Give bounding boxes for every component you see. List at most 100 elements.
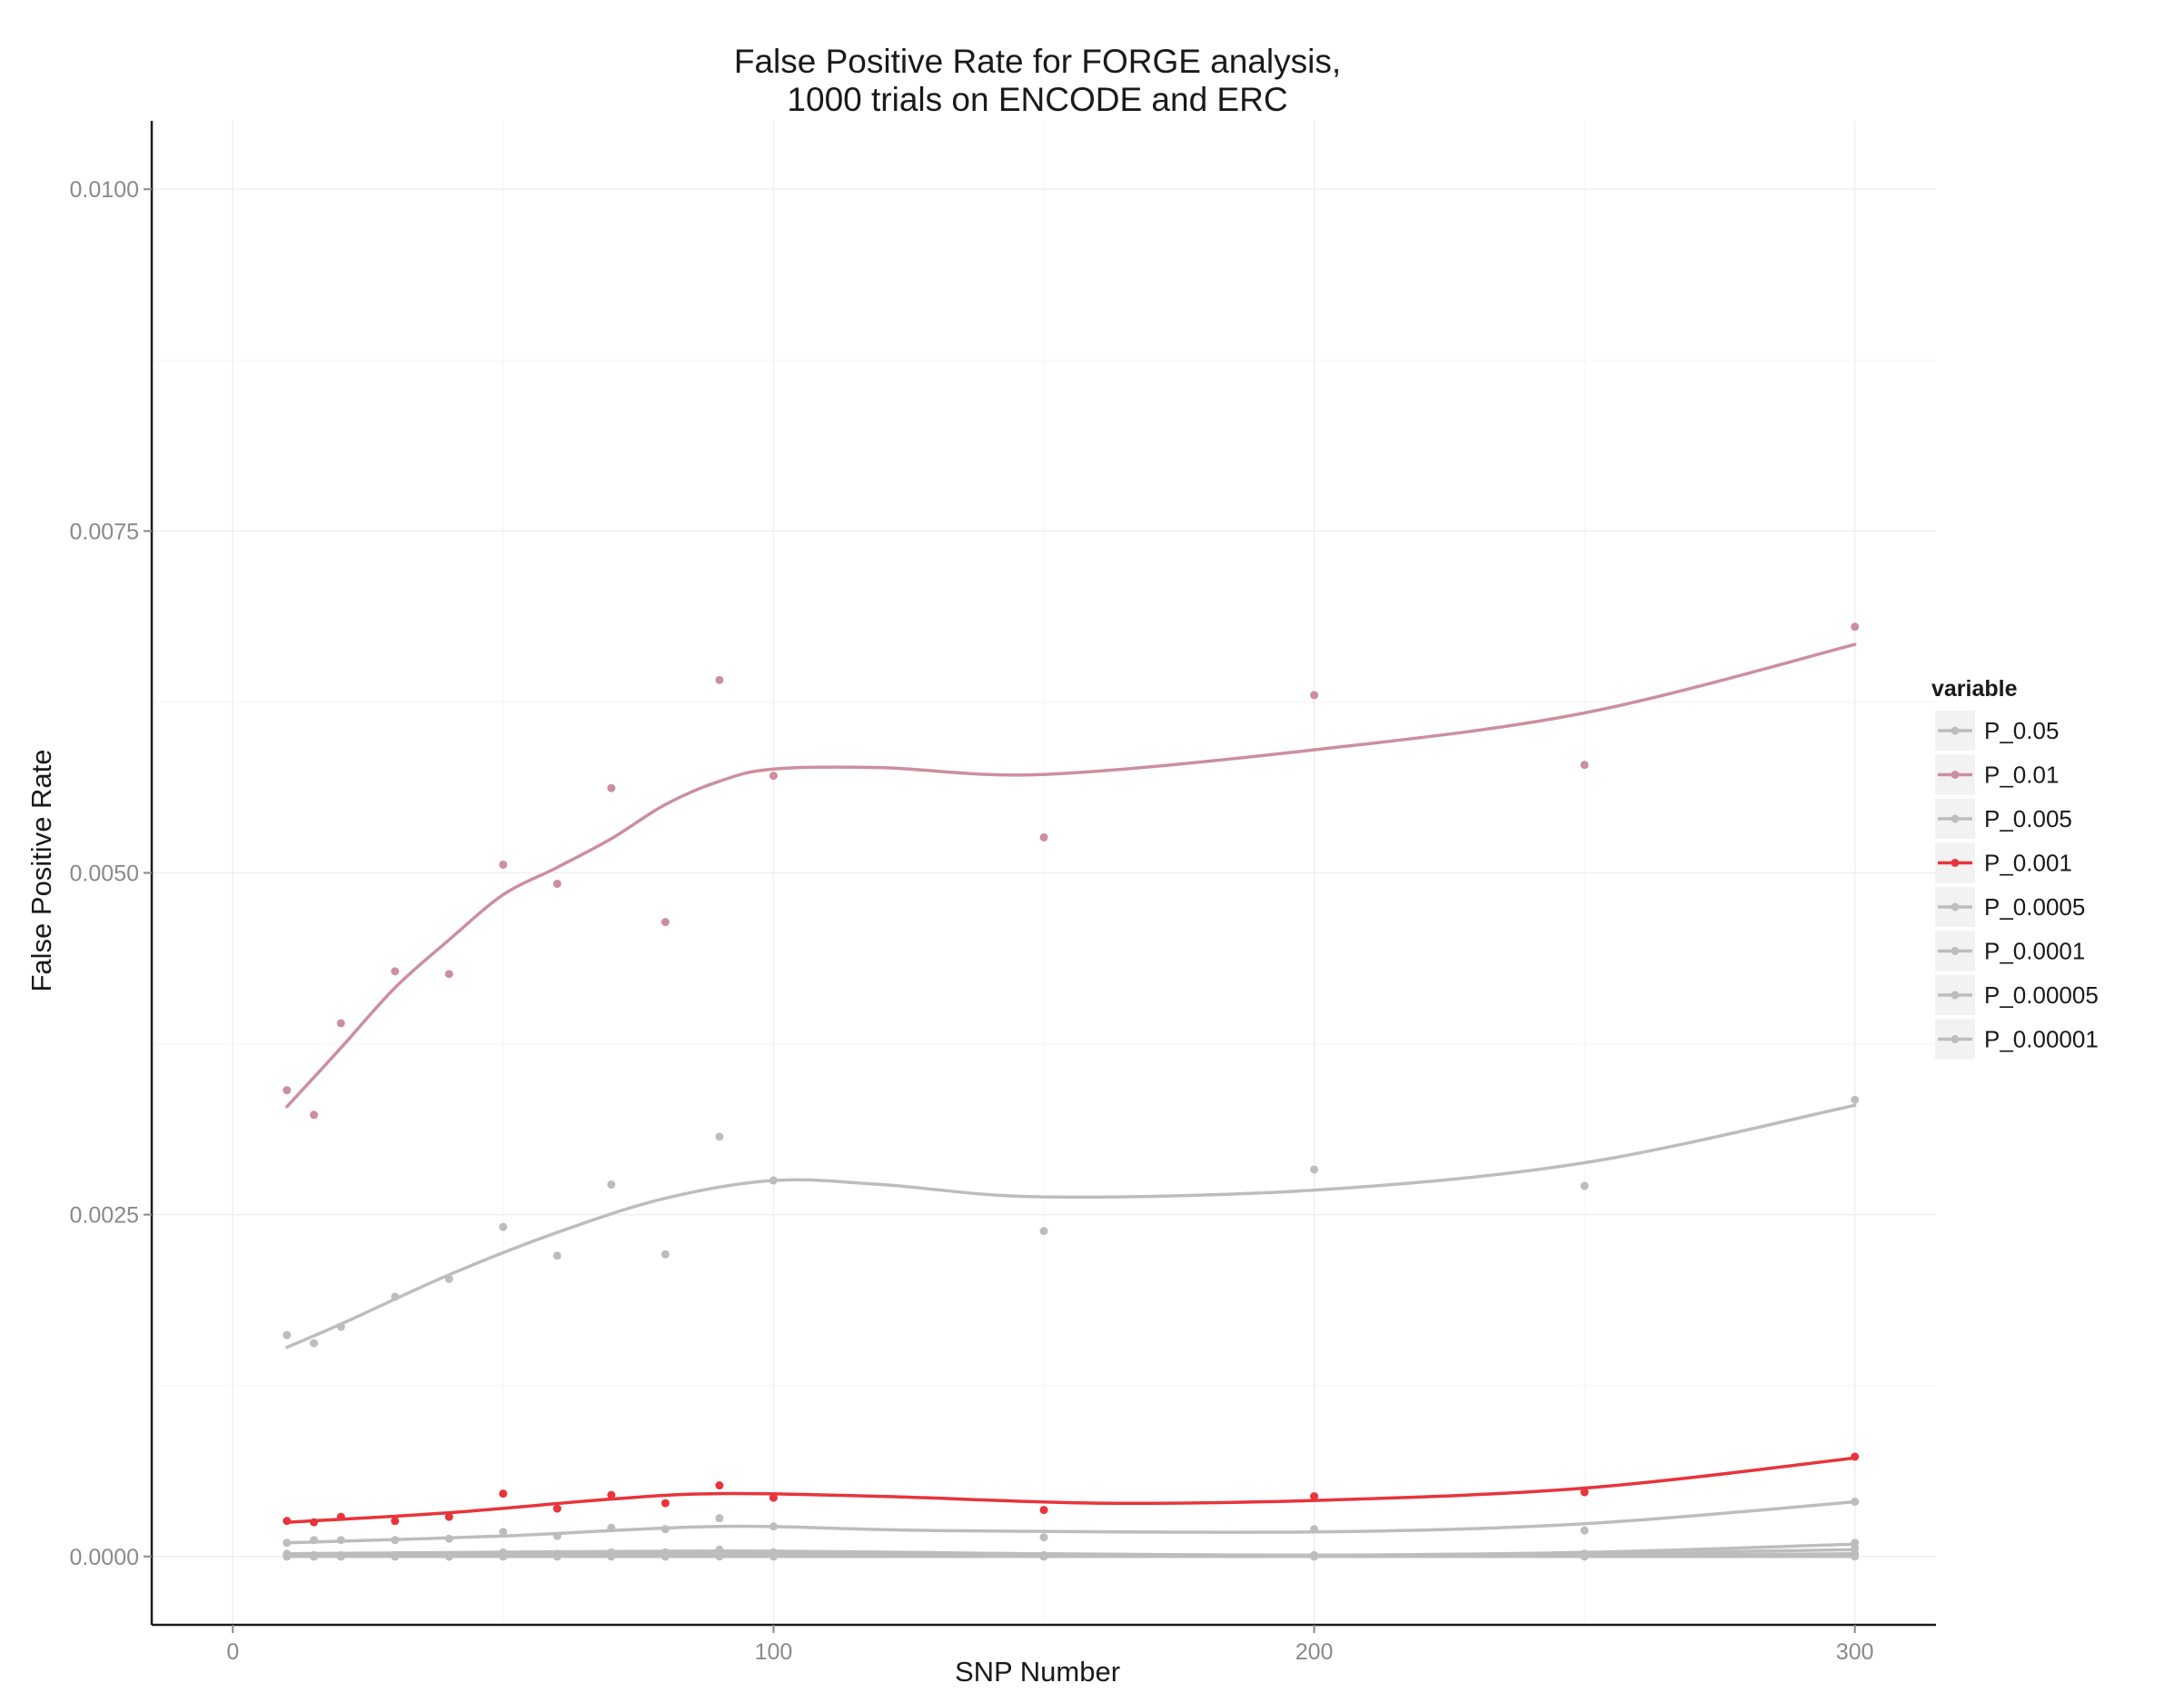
data-point-p-0-01	[607, 783, 616, 792]
data-point-p-0-001	[1310, 1492, 1319, 1501]
legend-label: P_0.05	[1984, 717, 2059, 744]
legend-item: P_0.00001	[1935, 1019, 2099, 1060]
data-point-p-0-0005	[336, 1550, 345, 1559]
series-line-p-0-05	[285, 1103, 1857, 1349]
data-point-p-0-05	[283, 1330, 292, 1339]
legend: variable P_0.05P_0.01P_0.005P_0.001P_0.0…	[1931, 676, 2099, 1060]
legend-key-point	[1951, 991, 1960, 1000]
data-point-p-0-005	[283, 1539, 292, 1548]
data-point-p-0-01	[1039, 832, 1048, 842]
data-point-p-0-005	[1039, 1533, 1048, 1542]
legend-key-point	[1951, 902, 1960, 911]
data-point-p-0-001	[1851, 1452, 1860, 1461]
data-point-p-0-05	[391, 1292, 400, 1301]
data-point-p-0-01	[444, 970, 453, 979]
data-point-p-0-01	[336, 1019, 345, 1028]
legend-item: P_0.00005	[1935, 975, 2099, 1015]
data-point-p-0-05	[660, 1250, 670, 1259]
y-tick-label: 0.0000	[70, 1545, 139, 1570]
series-line-p-0-005	[285, 1499, 1857, 1545]
x-tick-label: 200	[1296, 1639, 1334, 1665]
y-tick-label: 0.0025	[70, 1203, 139, 1229]
data-point-p-0-01	[769, 772, 778, 781]
legend-label: P_0.00005	[1984, 981, 2099, 1009]
data-point-p-0-0005	[1310, 1550, 1319, 1559]
data-point-p-0-001	[310, 1518, 319, 1527]
data-point-p-0-001	[1039, 1506, 1048, 1515]
data-point-p-0-01	[1580, 761, 1589, 770]
legend-label: P_0.001	[1984, 850, 2072, 877]
data-point-p-0-01	[499, 860, 508, 869]
data-point-p-0-0005	[283, 1549, 292, 1559]
data-point-p-0-005	[1580, 1526, 1589, 1535]
data-point-p-0-001	[769, 1493, 778, 1502]
y-tick-label: 0.0050	[70, 861, 139, 887]
data-point-p-0-01	[310, 1110, 319, 1120]
data-point-p-0-001	[499, 1489, 508, 1499]
data-point-p-0-005	[499, 1528, 508, 1537]
data-point-p-0-005	[336, 1536, 345, 1545]
series-lines	[285, 642, 1857, 1559]
data-point-p-0-05	[1580, 1181, 1589, 1190]
data-point-p-0-05	[715, 1132, 724, 1141]
data-point-p-0-005	[552, 1531, 561, 1540]
data-point-p-0-01	[1310, 691, 1319, 700]
data-point-p-0-0005	[444, 1550, 453, 1559]
legend-item: P_0.0001	[1935, 931, 2085, 971]
data-point-p-0-0005	[1851, 1539, 1860, 1548]
data-point-p-0-001	[552, 1504, 561, 1513]
data-point-p-0-01	[283, 1086, 292, 1095]
data-point-p-0-001	[283, 1517, 292, 1526]
data-point-p-0-0005	[310, 1550, 319, 1559]
data-point-p-0-001	[444, 1512, 453, 1521]
data-point-p-0-01	[1851, 622, 1860, 632]
legend-label: P_0.01	[1984, 762, 2059, 789]
data-point-p-0-005	[1310, 1525, 1319, 1534]
data-point-p-0-005	[444, 1534, 453, 1543]
data-point-p-0-005	[715, 1514, 724, 1523]
data-point-p-0-001	[1580, 1488, 1589, 1497]
legend-item: P_0.0005	[1935, 887, 2085, 927]
data-point-p-0-01	[552, 880, 561, 889]
data-point-p-0-001	[391, 1517, 400, 1526]
chart-subtitle: 1000 trials on ENCODE and ERC	[787, 81, 1287, 118]
legend-label: P_0.00001	[1984, 1026, 2099, 1053]
x-tick-label: 0	[226, 1639, 239, 1665]
series-points	[283, 622, 1860, 1561]
data-point-p-0-05	[607, 1180, 616, 1190]
data-point-p-0-001	[607, 1490, 616, 1499]
legend-label: P_0.0005	[1984, 893, 2085, 921]
x-axis-ticks: 0 100 200 300	[226, 1625, 1874, 1665]
data-point-p-0-0005	[391, 1550, 400, 1559]
legend-label: P_0.0001	[1984, 938, 2085, 965]
x-tick-label: 300	[1836, 1639, 1874, 1665]
legend-key-point	[1951, 947, 1960, 955]
y-axis-ticks: 0.0000 0.0025 0.0050 0.0075 0.0100	[70, 177, 152, 1570]
data-point-p-0-05	[1851, 1095, 1860, 1104]
data-point-p-0-0005	[552, 1549, 561, 1559]
data-point-p-0-005	[769, 1522, 778, 1531]
data-point-p-0-005	[1851, 1498, 1860, 1507]
legend-item: P_0.01	[1935, 754, 2059, 795]
data-point-p-0-005	[660, 1525, 670, 1534]
data-point-p-0-0005	[769, 1548, 778, 1557]
grid-lines	[152, 121, 1936, 1625]
data-point-p-0-0005	[607, 1548, 616, 1557]
legend-items: P_0.05 P_0.01 P_0.005 P_0.001 P_0.0005 P_0.00…	[1935, 711, 2099, 1060]
data-point-p-0-0005	[715, 1545, 724, 1554]
data-point-p-0-0005	[1580, 1549, 1589, 1559]
data-point-p-0-001	[336, 1512, 345, 1521]
data-point-p-0-01	[715, 675, 724, 684]
data-point-p-0-0005	[660, 1548, 670, 1557]
data-point-p-0-05	[1310, 1165, 1319, 1174]
data-point-p-0-05	[310, 1339, 319, 1348]
data-point-p-0-05	[552, 1251, 561, 1260]
legend-key-point	[1951, 859, 1960, 867]
data-point-p-0-0005	[499, 1548, 508, 1557]
data-point-p-0-05	[499, 1222, 508, 1231]
x-tick-label: 100	[755, 1639, 793, 1665]
data-point-p-0-001	[715, 1481, 724, 1490]
x-axis-label: SNP Number	[955, 1656, 1120, 1688]
legend-item: P_0.005	[1935, 799, 2072, 839]
data-point-p-0-05	[336, 1322, 345, 1331]
